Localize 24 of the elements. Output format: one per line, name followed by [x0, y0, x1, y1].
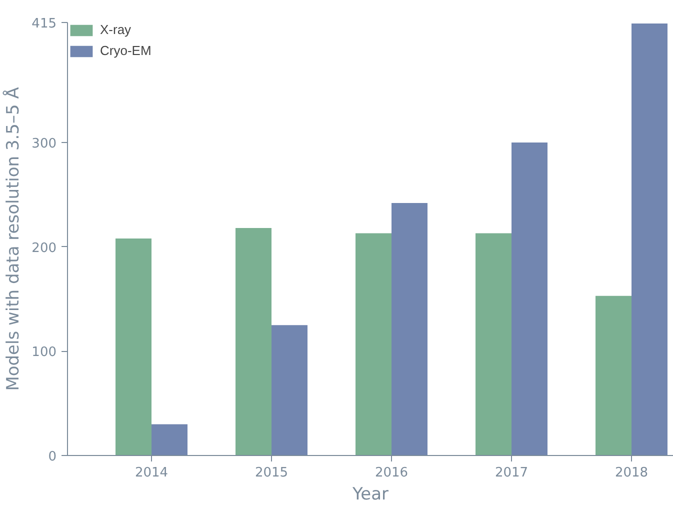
legend-label: X-ray	[100, 22, 132, 37]
bar	[476, 233, 512, 456]
bar	[236, 228, 272, 456]
x-tick-label: 2014	[134, 466, 168, 480]
x-tick-label: 2015	[254, 466, 288, 480]
y-tick-label: 415	[32, 16, 57, 32]
bar	[116, 238, 152, 456]
bar	[632, 24, 668, 456]
bar	[152, 424, 188, 456]
y-tick-label: 0	[48, 450, 57, 464]
y-axis-title: Models with data resolution 3.5–5 Å	[2, 86, 24, 391]
bar	[596, 296, 632, 456]
y-tick-label: 300	[32, 136, 57, 152]
bar	[392, 203, 428, 456]
legend-label: Cryo-EM	[100, 43, 152, 58]
bar	[272, 325, 308, 456]
bar	[512, 142, 548, 456]
y-tick-label: 200	[32, 240, 57, 256]
x-axis-title: Year	[352, 484, 389, 504]
bar	[356, 233, 392, 456]
x-tick-label: 2018	[614, 466, 648, 480]
x-tick-label: 2016	[374, 466, 408, 480]
x-tick-label: 2017	[494, 466, 528, 480]
y-tick-label: 100	[32, 345, 57, 360]
